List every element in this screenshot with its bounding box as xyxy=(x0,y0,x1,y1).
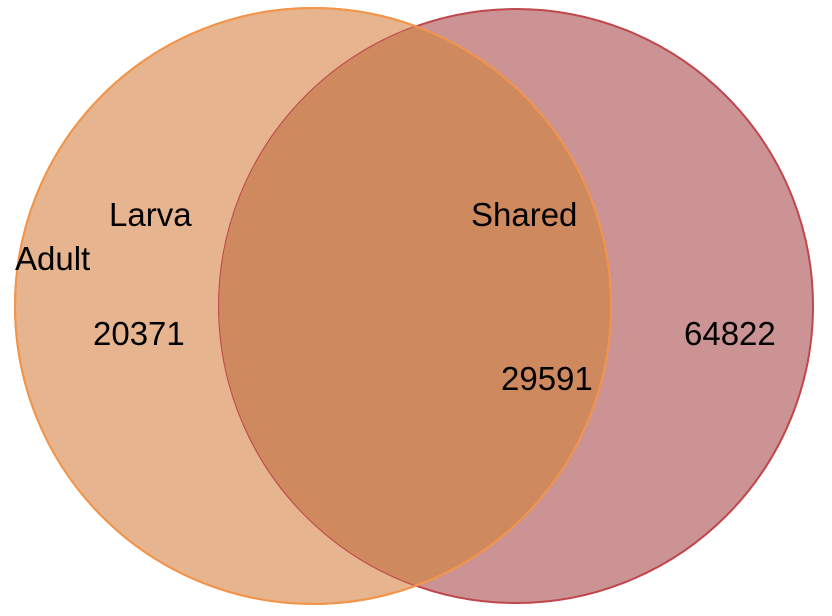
shared-label: Shared xyxy=(471,196,578,233)
overlap-count: 29591 xyxy=(501,360,593,397)
overlap-region xyxy=(219,9,611,603)
larva-label: Larva xyxy=(109,196,192,233)
left-circle-outline xyxy=(14,7,612,605)
right-only-count: 64822 xyxy=(684,315,776,352)
adult-label: Adult xyxy=(15,240,91,277)
left-only-count: 20371 xyxy=(93,315,185,352)
